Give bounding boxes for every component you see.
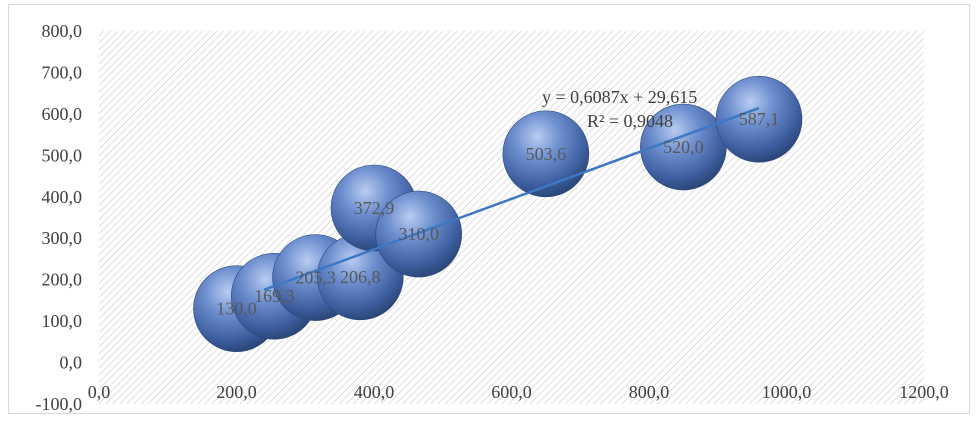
data-label: 205,3 [295,268,336,288]
data-label: 130,0 [216,299,257,319]
bubble-series [193,75,803,352]
y-tick-label: 300,0 [42,228,83,248]
data-label: 169,3 [254,286,295,306]
data-label: 206,8 [340,267,381,287]
y-tick-label: 400,0 [42,187,83,207]
x-tick-label: 400,0 [354,382,395,402]
data-label: 587,1 [739,109,780,129]
y-tick-label: 500,0 [42,145,83,165]
x-tick-label: 200,0 [216,382,257,402]
y-tick-label: -100,0 [36,394,83,414]
x-tick-label: 1000,0 [762,382,812,402]
data-label: 520,0 [663,137,704,157]
y-axis: -100,0 0,0 100,0 200,0 300,0 400,0 500,0 600,0 7… [36,21,83,414]
y-tick-label: 200,0 [42,270,83,290]
data-label: 372,9 [354,198,395,218]
x-tick-label: 600,0 [491,382,532,402]
trendline-layer [263,106,760,291]
data-label: 503,6 [526,144,567,164]
trendline-r2: R² = 0,9048 [587,111,673,131]
x-axis: 0,0 200,0 400,0 600,0 800,0 1000,0 1200,0 [88,382,949,402]
trendline-equation: y = 0,6087x + 29,615 [542,87,697,107]
x-tick-label: 0,0 [88,382,111,402]
data-label: 310,0 [398,224,439,244]
y-tick-label: 0,0 [60,353,83,373]
x-tick-label: 800,0 [629,382,670,402]
bubble-point [502,110,590,198]
bubble-point [715,75,803,163]
trendline [263,106,760,291]
y-tick-label: 600,0 [42,104,83,124]
y-tick-label: 700,0 [42,62,83,82]
y-tick-label: 100,0 [42,311,83,331]
x-tick-label: 1200,0 [899,382,949,402]
y-tick-label: 800,0 [42,21,83,41]
